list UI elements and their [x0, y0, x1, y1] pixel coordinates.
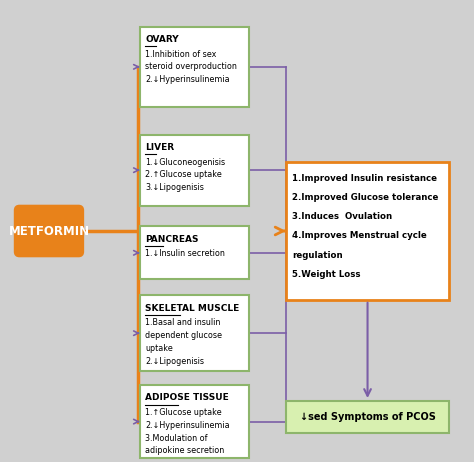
Text: steroid overproduction: steroid overproduction [146, 62, 237, 72]
Text: 2.↑Glucose uptake: 2.↑Glucose uptake [146, 170, 222, 179]
Text: ↓sed Symptoms of PCOS: ↓sed Symptoms of PCOS [300, 412, 436, 422]
FancyBboxPatch shape [286, 401, 449, 433]
Text: ADIPOSE TISSUE: ADIPOSE TISSUE [146, 393, 229, 402]
Text: 2.↓Lipogenisis: 2.↓Lipogenisis [146, 357, 204, 366]
FancyBboxPatch shape [140, 226, 249, 279]
Text: SKELETAL MUSCLE: SKELETAL MUSCLE [146, 304, 240, 313]
Text: 1.↓Insulin secretion: 1.↓Insulin secretion [146, 249, 225, 258]
FancyBboxPatch shape [286, 162, 449, 300]
FancyBboxPatch shape [140, 385, 249, 458]
FancyBboxPatch shape [140, 295, 249, 371]
Text: 4.Improves Menstrual cycle: 4.Improves Menstrual cycle [292, 231, 427, 240]
FancyBboxPatch shape [15, 206, 83, 256]
Text: adipokine secretion: adipokine secretion [146, 446, 225, 456]
Text: 1.Inhibition of sex: 1.Inhibition of sex [146, 49, 217, 59]
FancyBboxPatch shape [140, 134, 249, 206]
Text: METFORMIN: METFORMIN [9, 225, 90, 237]
Text: LIVER: LIVER [146, 143, 174, 152]
Text: 1.Improved Insulin resistance: 1.Improved Insulin resistance [292, 174, 438, 182]
Text: dependent glucose: dependent glucose [146, 331, 222, 340]
Text: uptake: uptake [146, 344, 173, 353]
Text: 3.↓Lipogenisis: 3.↓Lipogenisis [146, 183, 204, 192]
Text: 1.Basal and insulin: 1.Basal and insulin [146, 318, 221, 327]
Text: 3.Modulation of: 3.Modulation of [146, 433, 208, 443]
Text: 1.↓Gluconeogenisis: 1.↓Gluconeogenisis [146, 158, 226, 166]
Text: regulation: regulation [292, 251, 343, 260]
Text: 2.↓Hyperinsulinemia: 2.↓Hyperinsulinemia [146, 421, 230, 430]
Text: 1.↑Glucose uptake: 1.↑Glucose uptake [146, 408, 222, 417]
Text: 5.Weight Loss: 5.Weight Loss [292, 270, 361, 279]
Text: 2.Improved Glucose tolerance: 2.Improved Glucose tolerance [292, 193, 439, 202]
Text: PANCREAS: PANCREAS [146, 235, 199, 243]
Text: 2.↓Hyperinsulinemia: 2.↓Hyperinsulinemia [146, 75, 230, 85]
FancyBboxPatch shape [140, 27, 249, 107]
Text: OVARY: OVARY [146, 35, 179, 44]
Text: 3.Induces  Ovulation: 3.Induces Ovulation [292, 212, 392, 221]
